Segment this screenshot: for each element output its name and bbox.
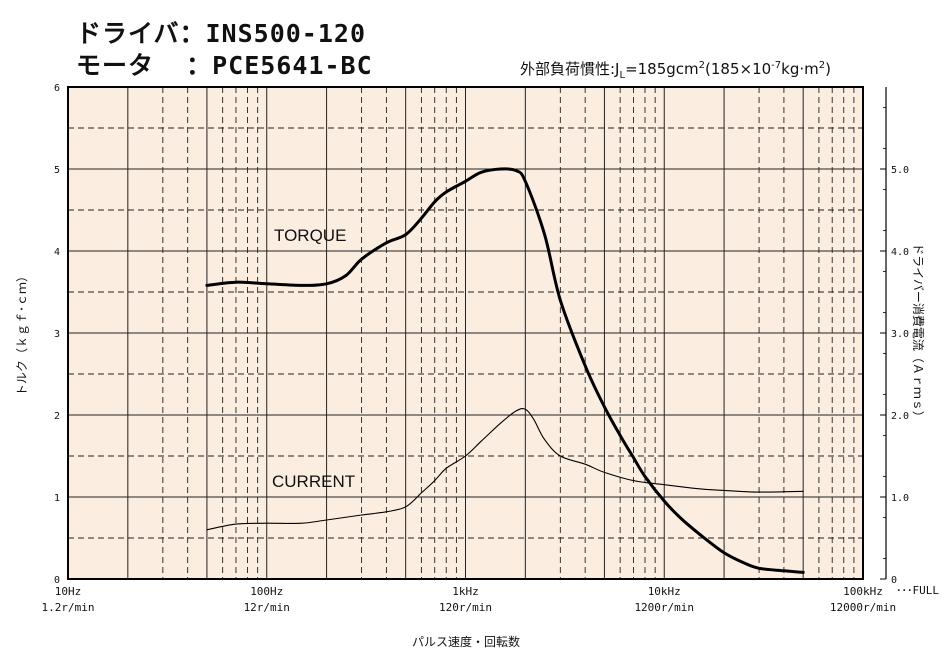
load-inertia-note: 外部負荷慣性:JL=185gcm2(185×10-7kg·m2) [520,60,831,81]
current-curve [206,408,804,531]
left-axis-label: トルク（ｋｇｆ･ｃｍ） [15,270,29,396]
plot-frame [67,86,864,580]
y-right-tick-label: 4.0 [891,247,909,258]
current-series-label: CURRENT [272,472,355,491]
y-left-tick-label: 0 [54,575,60,586]
right-axis-label: ドライバー消費電流（Ａｒｍｓ） [911,243,926,423]
y-left-tick-label: 4 [54,247,60,258]
x-tick-freq-label: 10kHz [648,585,681,598]
y-left-tick-label: 3 [54,329,60,340]
x-tick-freq-label: 100kHz [843,585,883,598]
motor-model-title: モータ ：PCE5641-BC [76,51,373,80]
driver-model-title: ドライバ：INS500-120 [76,19,367,48]
y-right-tick-label: 2.0 [891,411,909,422]
y-left-tick-label: 2 [54,411,60,422]
x-axis-label: パルス速度・回転数 [412,634,520,649]
x-tick-speed-label: 120r/min [439,601,492,614]
torque-curve [205,167,805,574]
x-tick-speed-label: 12r/min [244,601,290,614]
y-right-tick-label: 0 [891,575,897,586]
y-right-tick-label: 1.0 [891,493,909,504]
y-left-tick-label: 5 [54,165,60,176]
x-tick-speed-label: 12000r/min [830,601,896,614]
torque-series-label: TORQUE [274,226,346,245]
y-right-tick-label: 5.0 [891,165,909,176]
x-tick-speed-label: 1.2r/min [42,601,95,614]
y-left-tick-label: 1 [54,493,60,504]
grid-lines [67,87,864,579]
x-tick-speed-label: 1200r/min [634,601,694,614]
y-right-tick-label: 3.0 [891,329,909,340]
y-left-tick-label: 6 [54,83,60,94]
x-tick-freq-label: 10Hz [55,585,82,598]
x-end-note: ･･･FULL [896,584,939,597]
x-tick-freq-label: 100Hz [250,585,283,598]
x-tick-freq-label: 1kHz [452,585,479,598]
